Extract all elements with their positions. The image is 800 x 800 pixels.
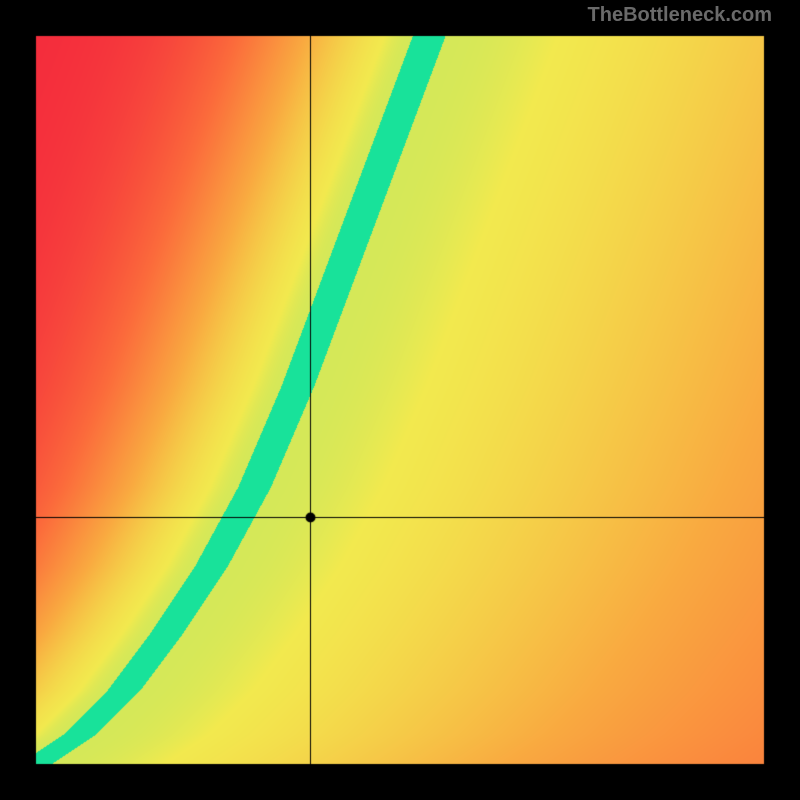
attribution-text: TheBottleneck.com [588, 4, 772, 27]
bottleneck-heatmap [0, 0, 800, 800]
